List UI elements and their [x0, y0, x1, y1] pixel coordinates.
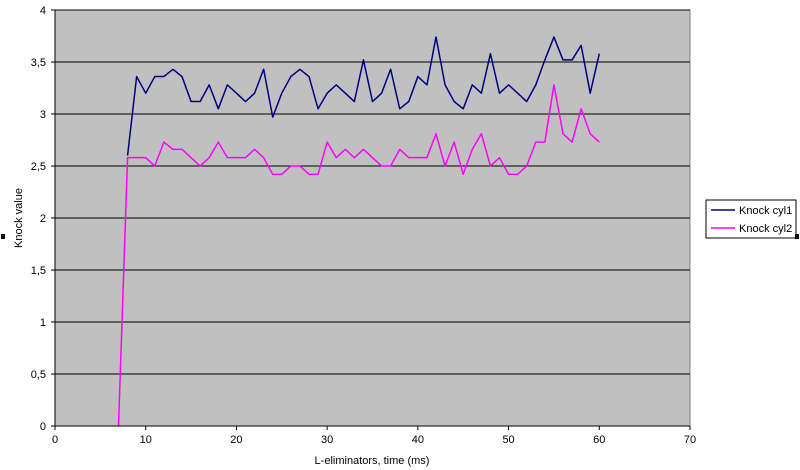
y-tick-label: 3 [40, 109, 46, 121]
series-line-knock-cyl1 [126, 36, 601, 156]
x-tick-label: 10 [140, 434, 152, 446]
y-tick-label: 3,5 [31, 57, 46, 69]
legend: Knock cyl1 Knock cyl2 [705, 199, 797, 239]
x-tick-label: 60 [593, 434, 605, 446]
legend-label-knock-cyl1: Knock cyl1 [739, 205, 792, 217]
y-tick-label: 2 [40, 213, 46, 225]
selection-handle-right [795, 234, 799, 239]
selection-handle-left [1, 234, 5, 239]
x-tick-label: 30 [321, 434, 333, 446]
x-tick-label: 40 [412, 434, 424, 446]
y-tick-label: 0,5 [31, 369, 46, 381]
y-tick-label: 2,5 [31, 161, 46, 173]
x-axis-title: L-eliminators, time (ms) [315, 455, 430, 467]
x-tick-label: 0 [52, 434, 58, 446]
x-tick-label: 50 [502, 434, 514, 446]
axes [51, 9, 691, 430]
x-tick-label: 20 [230, 434, 242, 446]
y-tick-labels: 0 0,5 1 1,5 2 2,5 3 3,5 4 [31, 5, 46, 433]
x-tick-label: 70 [684, 434, 696, 446]
series-line-knock-cyl2 [117, 84, 600, 427]
legend-label-knock-cyl2: Knock cyl2 [739, 223, 792, 235]
series-lines [117, 36, 601, 427]
x-tick-labels: 0 10 20 30 40 50 60 70 [52, 434, 696, 446]
y-tick-label: 0 [40, 421, 46, 433]
y-tick-label: 4 [40, 5, 46, 17]
y-tick-label: 1 [40, 317, 46, 329]
y-tick-label: 1,5 [31, 265, 46, 277]
y-axis-title: Knock value [13, 188, 25, 248]
legend-box [705, 199, 797, 239]
